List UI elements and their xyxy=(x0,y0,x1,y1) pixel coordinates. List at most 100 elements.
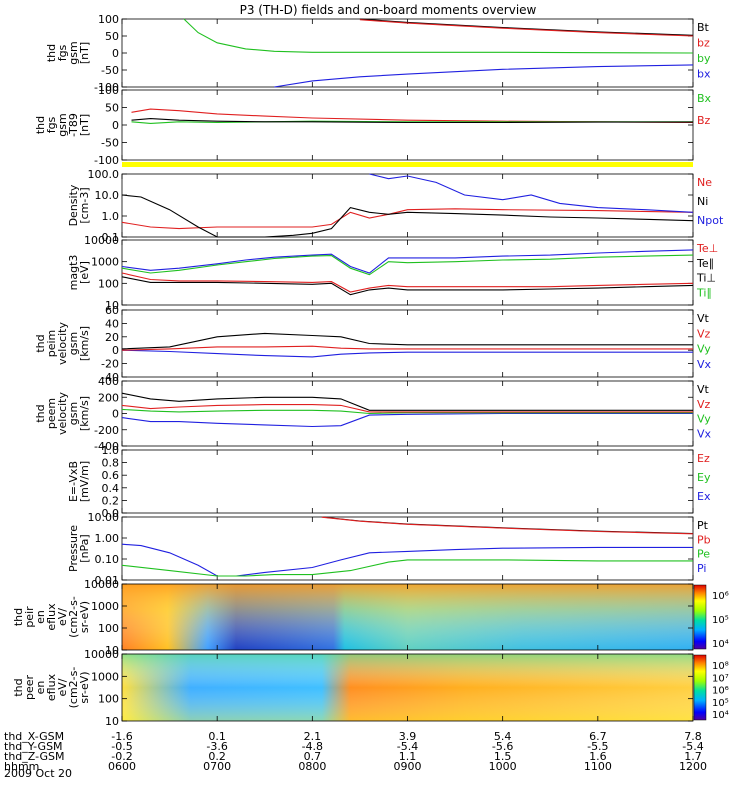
y-tick-label: 50 xyxy=(105,102,119,115)
ephem-value: 2.1 xyxy=(304,730,322,743)
y-axis-label: gsm xyxy=(56,113,69,136)
legend-entry: Pt xyxy=(697,519,709,532)
y-tick-label: 60 xyxy=(105,304,119,317)
y-tick-label: 0.6 xyxy=(102,469,120,482)
ephem-value: -5.4 xyxy=(397,740,418,753)
y-tick-label: 1.0 xyxy=(102,210,120,223)
y-tick-label: 100 xyxy=(98,13,119,26)
series-vt-line xyxy=(121,332,693,350)
y-tick-label: 10 xyxy=(105,715,119,728)
ephem-value: 7.8 xyxy=(684,730,702,743)
colorbar-label: 10⁸ xyxy=(712,661,729,672)
y-axis-label: gsm xyxy=(67,41,80,64)
panel-4: 10000 1000 100 10 magt3[eV] Te⊥ Te∥ Ti⊥Ti∥ xyxy=(67,234,718,312)
y-tick-label: 10000 xyxy=(84,578,119,591)
legend-entry: by xyxy=(697,52,711,65)
y-axis-label: eV/ xyxy=(56,608,69,626)
y-tick-label: 100 xyxy=(98,622,119,635)
legend-entry: Vy xyxy=(697,343,711,356)
y-tick-label: 100 xyxy=(98,84,119,97)
y-axis-label: peim xyxy=(45,330,58,358)
y-tick-label: 1000 xyxy=(91,256,119,269)
series-te-line xyxy=(121,272,694,293)
y-axis-label: [km/s] xyxy=(78,326,91,361)
series-bt-line xyxy=(359,18,694,36)
series-te-line xyxy=(121,276,694,296)
y-axis-label: peem xyxy=(45,398,58,429)
ephem-label: thd_Y-GSM xyxy=(4,740,63,753)
series-black-line xyxy=(131,118,693,124)
ephem-value: -0.5 xyxy=(111,740,132,753)
y-tick-label: 0.2 xyxy=(102,494,120,507)
legend-entry: Bx xyxy=(697,92,712,105)
y-tick-label: 0 xyxy=(112,47,119,60)
ephem-value: 0800 xyxy=(298,760,326,773)
y-axis-label: eflux xyxy=(45,603,58,631)
y-axis-label: velocity xyxy=(56,322,69,365)
panel-3: 100.0 10.0 1.0 0.1 Density[cm-3] Ne Ni Npot xyxy=(67,168,724,244)
y-axis-label: thd xyxy=(45,44,58,62)
series-npot-line xyxy=(369,173,694,213)
y-axis-label: eV/ xyxy=(56,678,69,696)
y-tick-label: 10 xyxy=(105,299,119,312)
colorbar-label: 10⁶ xyxy=(712,686,729,697)
ephem-value: 1100 xyxy=(584,760,612,773)
ephem-value: -4.8 xyxy=(302,740,323,753)
ephem-value: 1200 xyxy=(679,760,707,773)
legend-entry: Pi xyxy=(697,562,706,575)
y-axis-label: [nT] xyxy=(78,42,91,64)
colorbar-label: 10⁵ xyxy=(712,698,729,709)
legend-entry: Ez xyxy=(697,452,710,465)
legend-entry: Ni xyxy=(697,195,708,208)
y-axis-label: (cm2-s- xyxy=(67,596,80,638)
y-tick-label: -50 xyxy=(101,64,119,77)
y-tick-label: 1.00 xyxy=(95,532,120,545)
y-axis-label: magt3 xyxy=(67,255,80,291)
y-tick-label: 0.10 xyxy=(95,553,120,566)
ephem-label: hhmm xyxy=(4,760,39,773)
y-tick-label: 0.0 xyxy=(102,507,120,520)
legend-entry: Ti⊥ xyxy=(696,272,716,285)
y-axis-label: sr-eV) xyxy=(78,671,91,703)
y-axis-label: [mV/m] xyxy=(78,461,91,502)
series-bz-line xyxy=(359,19,694,37)
colorbar-label: 10⁴ xyxy=(712,710,729,721)
series-vx-line xyxy=(121,349,693,358)
legend-entry: Vz xyxy=(697,327,711,340)
series-bx-line xyxy=(274,64,694,88)
y-axis-label: thd xyxy=(34,404,47,422)
ephem-value: -5.6 xyxy=(492,740,513,753)
ephem-value: 1.6 xyxy=(589,750,607,763)
panel-frame xyxy=(121,89,694,161)
y-tick-label: -20 xyxy=(101,358,119,371)
y-axis-label: fgs xyxy=(56,44,69,61)
ephem-value: 0.7 xyxy=(304,750,322,763)
y-tick-label: 100.0 xyxy=(88,168,120,181)
y-tick-label: 10.0 xyxy=(95,189,120,202)
ephem-value: 1.1 xyxy=(399,750,417,763)
y-tick-label: 40 xyxy=(105,317,119,330)
ephem-value: 1.7 xyxy=(684,750,702,763)
legend-entry: Vy xyxy=(697,413,711,426)
y-axis-label: thd xyxy=(12,608,25,626)
ephem-value: -3.6 xyxy=(206,740,227,753)
colorbar-label: 10⁴ xyxy=(712,639,729,650)
y-tick-label: 1000 xyxy=(91,670,119,683)
series-pe-line xyxy=(121,559,693,577)
colorbar-label: 10⁷ xyxy=(712,673,729,684)
ephem-value: 0900 xyxy=(394,760,422,773)
colorbar-label: 10⁶ xyxy=(712,591,729,602)
y-tick-label: 1.0 xyxy=(102,444,120,457)
y-tick-label: 0 xyxy=(112,119,119,132)
y-axis-label: gsm xyxy=(67,332,80,355)
series-pt-line xyxy=(321,516,694,535)
y-tick-label: 400 xyxy=(98,375,119,388)
series-vz-line xyxy=(121,345,693,351)
y-tick-label: 0.1 xyxy=(102,231,120,244)
ephem-value: 0600 xyxy=(108,760,136,773)
series-ni-line xyxy=(121,194,694,238)
spectrogram-overlay xyxy=(122,654,693,721)
y-tick-label: 100 xyxy=(98,693,119,706)
y-tick-label: 1000 xyxy=(91,600,119,613)
